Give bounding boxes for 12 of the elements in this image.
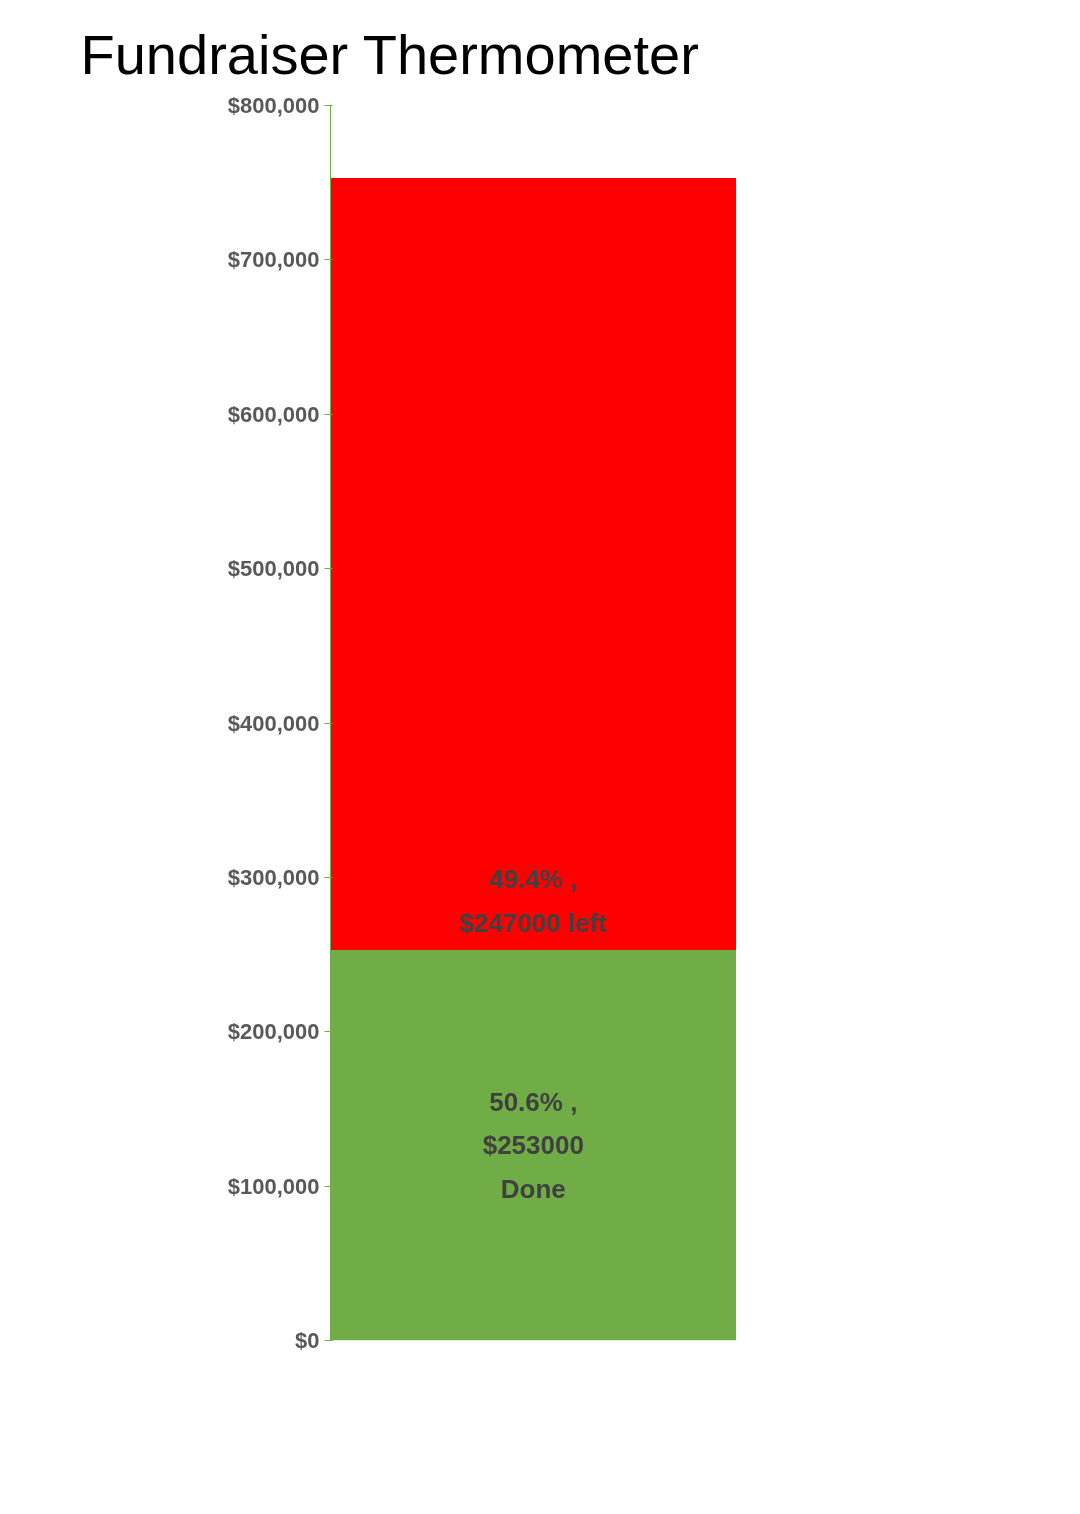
y-tick-label: $500,000 (227, 556, 320, 582)
y-tick-label: $100,000 (227, 1173, 320, 1199)
y-tick-label: $800,000 (227, 93, 320, 118)
y-tick-label: $200,000 (227, 1019, 320, 1045)
annotation: 49.4% , $247000 left (459, 864, 608, 938)
chart-title: Fundraiser Thermometer (80, 22, 699, 86)
y-tick-label: $0 (295, 1328, 320, 1353)
y-tick-label: $700,000 (227, 247, 320, 273)
y-tick-label: $600,000 (227, 401, 320, 427)
y-tick-label: $400,000 (227, 710, 320, 736)
y-tick-label: $300,000 (227, 864, 320, 890)
annotation: 50.6% , $253000 Done (482, 1086, 584, 1204)
